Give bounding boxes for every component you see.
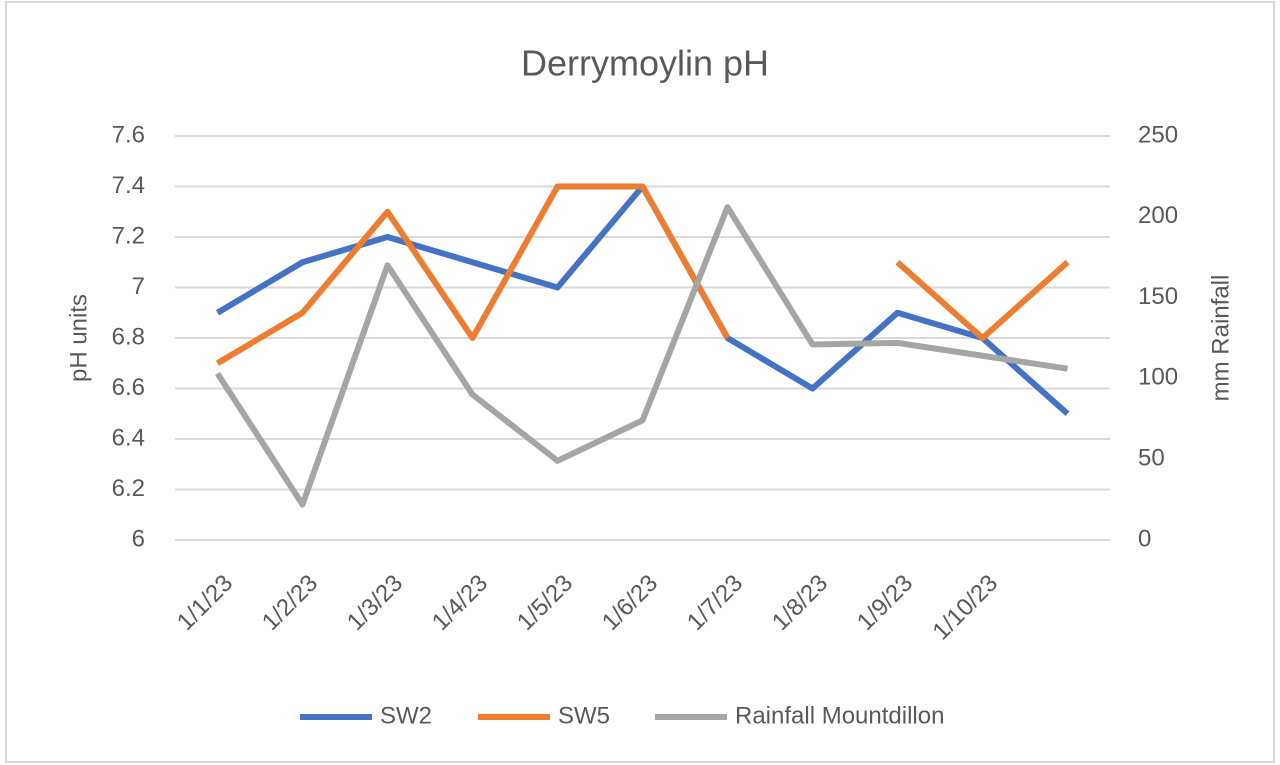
y-tick-label: 7.4 (112, 172, 145, 199)
legend-label: Rainfall Mountdillon (735, 702, 944, 729)
y-tick-label: 6.4 (112, 424, 145, 451)
legend-label: SW5 (558, 702, 610, 729)
legend-label: SW2 (380, 702, 432, 729)
chart-frame (5, 1, 1275, 763)
y2-tick-label: 150 (1138, 283, 1178, 310)
y2-tick-label: 50 (1138, 445, 1165, 472)
line-series (215, 183, 1070, 366)
y-tick-label: 6.6 (112, 374, 145, 401)
line-series (214, 204, 1068, 508)
y2-tick-label: 100 (1138, 364, 1178, 391)
y-tick-label: 7.2 (112, 222, 145, 249)
y-tick-label: 6.2 (112, 475, 145, 502)
chart-title: Derrymoylin pH (521, 43, 769, 84)
y-axis-label: pH units (65, 294, 92, 382)
y2-tick-label: 250 (1138, 121, 1178, 148)
y2-tick-label: 0 (1138, 525, 1151, 552)
y-tick-label: 6 (132, 525, 145, 552)
y2-axis-label: mm Rainfall (1207, 275, 1234, 402)
y-tick-label: 7.6 (112, 121, 145, 148)
y2-tick-label: 200 (1138, 202, 1178, 229)
y-tick-label: 7 (132, 273, 145, 300)
y-tick-label: 6.8 (112, 323, 145, 350)
